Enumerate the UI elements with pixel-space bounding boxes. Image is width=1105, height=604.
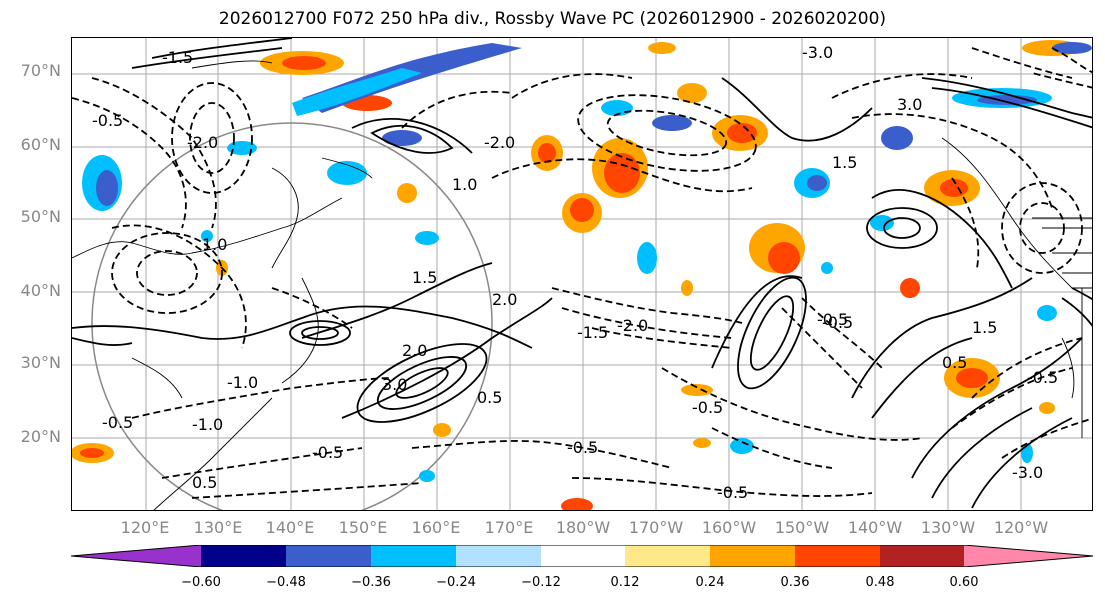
colorbar-tick: 0.24	[695, 575, 725, 590]
region-circle	[91, 122, 493, 510]
colorbar	[70, 544, 1095, 571]
coastlines	[72, 60, 1092, 510]
colorbar-segment	[371, 545, 456, 567]
contour-label: -0.5	[822, 313, 853, 332]
graticule	[72, 38, 1092, 510]
lon-label-180w: 180°W	[555, 518, 611, 537]
colorbar-tick: 0.60	[949, 575, 979, 590]
colorbar-tick: 0.12	[610, 575, 640, 590]
lat-label-30: 30°N	[20, 353, 61, 372]
lat-label-70: 70°N	[20, 61, 61, 80]
colorbar-svg	[70, 544, 1094, 568]
colorbar-tick: −0.48	[266, 575, 306, 590]
solid-contours	[72, 38, 1092, 509]
contour-label: 0.5	[942, 353, 967, 372]
colorbar-tick: −0.24	[436, 575, 476, 590]
colorbar-tick: −0.12	[521, 575, 561, 590]
lon-label-140e: 140°E	[265, 518, 315, 537]
colorbar-segment	[286, 545, 371, 567]
contour-label: -0.5	[1027, 368, 1058, 387]
contour-label: 2.0	[492, 290, 517, 309]
lat-label-50: 50°N	[20, 207, 61, 226]
contour-label: -0.5	[717, 483, 748, 502]
contour-label: 1.5	[972, 318, 997, 337]
contour-label: -1.5	[577, 323, 608, 342]
contour-label: -1.0	[192, 415, 223, 434]
contour-label: -2.0	[187, 133, 218, 152]
lon-label-120w: 120°W	[993, 518, 1049, 537]
colorbar-segment	[456, 545, 541, 567]
colorbar-tick: −0.36	[351, 575, 391, 590]
lon-label-160w: 160°W	[701, 518, 757, 537]
colorbar-segment	[541, 545, 625, 567]
contour-label: -3.0	[1012, 463, 1043, 482]
colorbar-segment	[710, 545, 795, 567]
contour-label: -2.0	[484, 133, 515, 152]
map-title: 2026012700 F072 250 hPa div., Rossby Wav…	[218, 9, 887, 29]
map-svg: -0.5 -0.5 -0.5 -0.5 -0.5 -0.5 -1.0 -1.0 …	[72, 38, 1092, 510]
lon-label-140w: 140°W	[847, 518, 903, 537]
contour-label: 1.5	[832, 153, 857, 172]
colorbar-tick: 0.36	[780, 575, 810, 590]
lon-label-120e: 120°E	[120, 518, 170, 537]
colorbar-segment	[625, 545, 710, 567]
contour-label: 2.0	[402, 341, 427, 360]
lon-label-130w: 130°W	[920, 518, 976, 537]
lat-label-60: 60°N	[20, 135, 61, 154]
contour-label: -0.5	[92, 111, 123, 130]
contour-label: -1.5	[162, 48, 193, 67]
colorbar-tick: 0.48	[865, 575, 895, 590]
lon-label-130e: 130°E	[193, 518, 243, 537]
contour-label: 0.5	[477, 388, 502, 407]
contour-label: -2.0	[617, 316, 648, 335]
contour-label: -3.0	[802, 43, 833, 62]
colorbar-segment	[201, 545, 286, 567]
contour-label: 1.0	[202, 235, 227, 254]
dashed-contours	[72, 47, 1092, 499]
contour-label: -1.0	[227, 373, 258, 392]
contour-label: 3.0	[897, 95, 922, 114]
lon-label-170e: 170°E	[484, 518, 534, 537]
colorbar-segment	[880, 545, 964, 567]
map-plot-area: -0.5 -0.5 -0.5 -0.5 -0.5 -0.5 -1.0 -1.0 …	[71, 37, 1093, 511]
contour-label: -0.5	[102, 413, 133, 432]
lat-label-20: 20°N	[20, 427, 61, 446]
colorbar-segment	[795, 545, 880, 567]
divergence-negative-patches	[82, 42, 1092, 482]
colorbar-extend-low	[71, 545, 201, 567]
lat-label-40: 40°N	[20, 281, 61, 300]
lon-label-160e: 160°E	[411, 518, 461, 537]
contour-label: 1.5	[412, 268, 437, 287]
contour-label: -0.5	[817, 310, 848, 329]
contour-label: 3.0	[382, 375, 407, 394]
contour-label: 0.5	[192, 473, 217, 492]
colorbar-extend-high	[964, 545, 1093, 567]
lon-label-170w: 170°W	[628, 518, 684, 537]
lon-label-150w: 150°W	[774, 518, 830, 537]
contour-labels: -0.5 -0.5 -0.5 -0.5 -0.5 -0.5 -1.0 -1.0 …	[92, 43, 1058, 502]
contour-label: 1.0	[452, 175, 477, 194]
contour-label: -0.5	[312, 443, 343, 462]
contour-label: -0.5	[567, 438, 598, 457]
lon-label-150e: 150°E	[338, 518, 388, 537]
contour-label: -0.5	[692, 398, 723, 417]
colorbar-tick: −0.60	[181, 575, 221, 590]
